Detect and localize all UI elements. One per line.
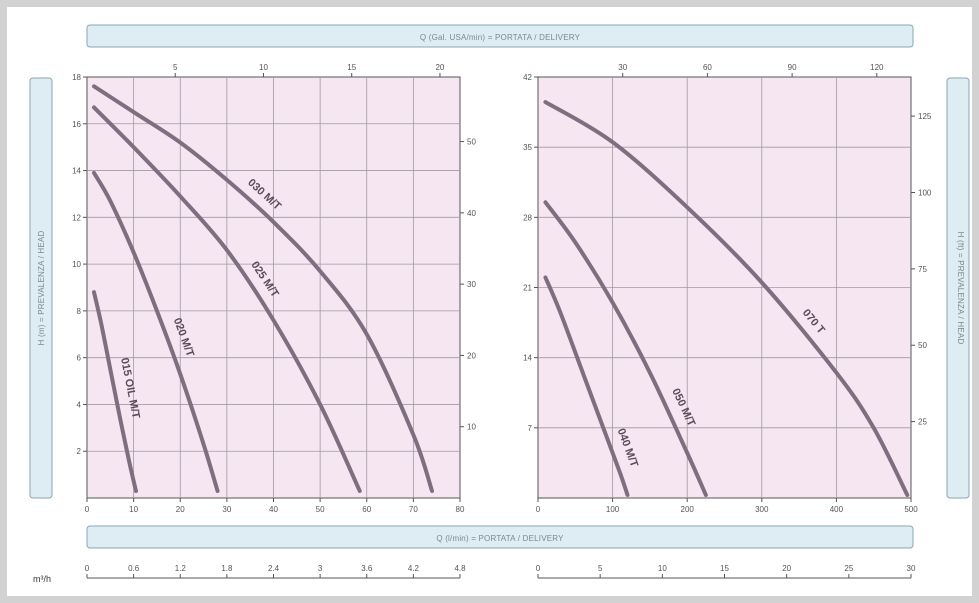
y-tick-label: 12 [72,213,81,222]
top-tick-label: 20 [435,63,444,72]
m3h-tick-label: 0.6 [128,564,140,573]
m3h-tick-label: 2.4 [268,564,280,573]
m3h-tick-label: 20 [782,564,791,573]
x-tick-label: 30 [222,505,231,514]
y-tick-label: 8 [77,307,82,316]
m3h-tick-label: 30 [907,564,916,573]
x-tick-label: 80 [456,505,465,514]
top-tick-label: 120 [870,63,884,72]
right-tick-label: 125 [918,112,932,121]
pump-curve [91,290,138,493]
x-tick-label: 20 [176,505,185,514]
top-tick-label: 90 [788,63,797,72]
right-tick-label: 20 [467,351,476,360]
m3h-tick-label: 15 [720,564,729,573]
top-band [86,24,914,48]
top-tick-label: 30 [618,63,627,72]
y-tick-label: 7 [528,424,533,433]
m3h-tick-label: 3.6 [361,564,373,573]
right-band [946,77,970,499]
y-tick-label: 42 [523,73,532,82]
x-tick-label: 70 [409,505,418,514]
pump-curve [543,100,910,497]
m3h-tick-label: 10 [658,564,667,573]
m3h-unit-label: m³/h [33,574,51,584]
left-band [29,77,53,499]
top-tick-label: 5 [173,63,178,72]
pump-curve [543,275,630,497]
y-tick-label: 35 [523,143,532,152]
right-tick-label: 40 [467,209,476,218]
x-tick-label: 60 [362,505,371,514]
x-tick-label: 100 [606,505,620,514]
pump-curve [91,84,435,493]
x-tick-label: 500 [904,505,918,514]
m3h-tick-label: 0 [85,564,90,573]
pump-curve [91,105,362,493]
m3h-tick-label: 5 [598,564,603,573]
x-tick-label: 10 [129,505,138,514]
y-tick-label: 14 [523,354,532,363]
bottom-band [86,525,914,549]
y-tick-label: 28 [523,213,532,222]
bottom-band-label: Q (l/min) = PORTATA / DELIVERY [436,534,564,543]
x-tick-label: 300 [755,505,769,514]
y-tick-label: 14 [72,167,81,176]
x-tick-label: 0 [85,505,90,514]
y-tick-label: 21 [523,284,532,293]
pump-curve [543,200,708,497]
right-band-label: H (ft) = PREVALENZA / HEAD [956,232,965,345]
m3h-tick-label: 4.8 [454,564,466,573]
right-tick-label: 10 [467,423,476,432]
y-tick-label: 2 [77,447,82,456]
m3h-tick-label: 1.2 [175,564,187,573]
left-band-label: H (m) = PREVALENZA / HEAD [37,231,46,346]
m3h-tick-label: 0 [536,564,541,573]
x-tick-label: 400 [830,505,844,514]
x-tick-label: 0 [536,505,541,514]
m3h-tick-label: 25 [844,564,853,573]
right-tick-label: 50 [918,341,927,350]
top-tick-label: 60 [703,63,712,72]
x-tick-label: 200 [681,505,695,514]
y-tick-label: 10 [72,260,81,269]
x-tick-label: 40 [269,505,278,514]
top-tick-label: 10 [259,63,268,72]
right-tick-label: 100 [918,188,932,197]
m3h-tick-label: 1.8 [221,564,233,573]
pump-curve [91,170,220,493]
right-tick-label: 30 [467,280,476,289]
right-tick-label: 75 [918,265,927,274]
y-tick-label: 16 [72,120,81,129]
top-band-label: Q (Gal. USA/min) = PORTATA / DELIVERY [420,33,581,42]
top-tick-label: 15 [347,63,356,72]
y-tick-label: 4 [77,400,82,409]
right-tick-label: 50 [467,138,476,147]
y-tick-label: 6 [77,354,82,363]
right-tick-label: 25 [918,418,927,427]
m3h-tick-label: 4.2 [408,564,420,573]
y-tick-label: 18 [72,73,81,82]
x-tick-label: 50 [316,505,325,514]
m3h-tick-label: 3 [318,564,323,573]
